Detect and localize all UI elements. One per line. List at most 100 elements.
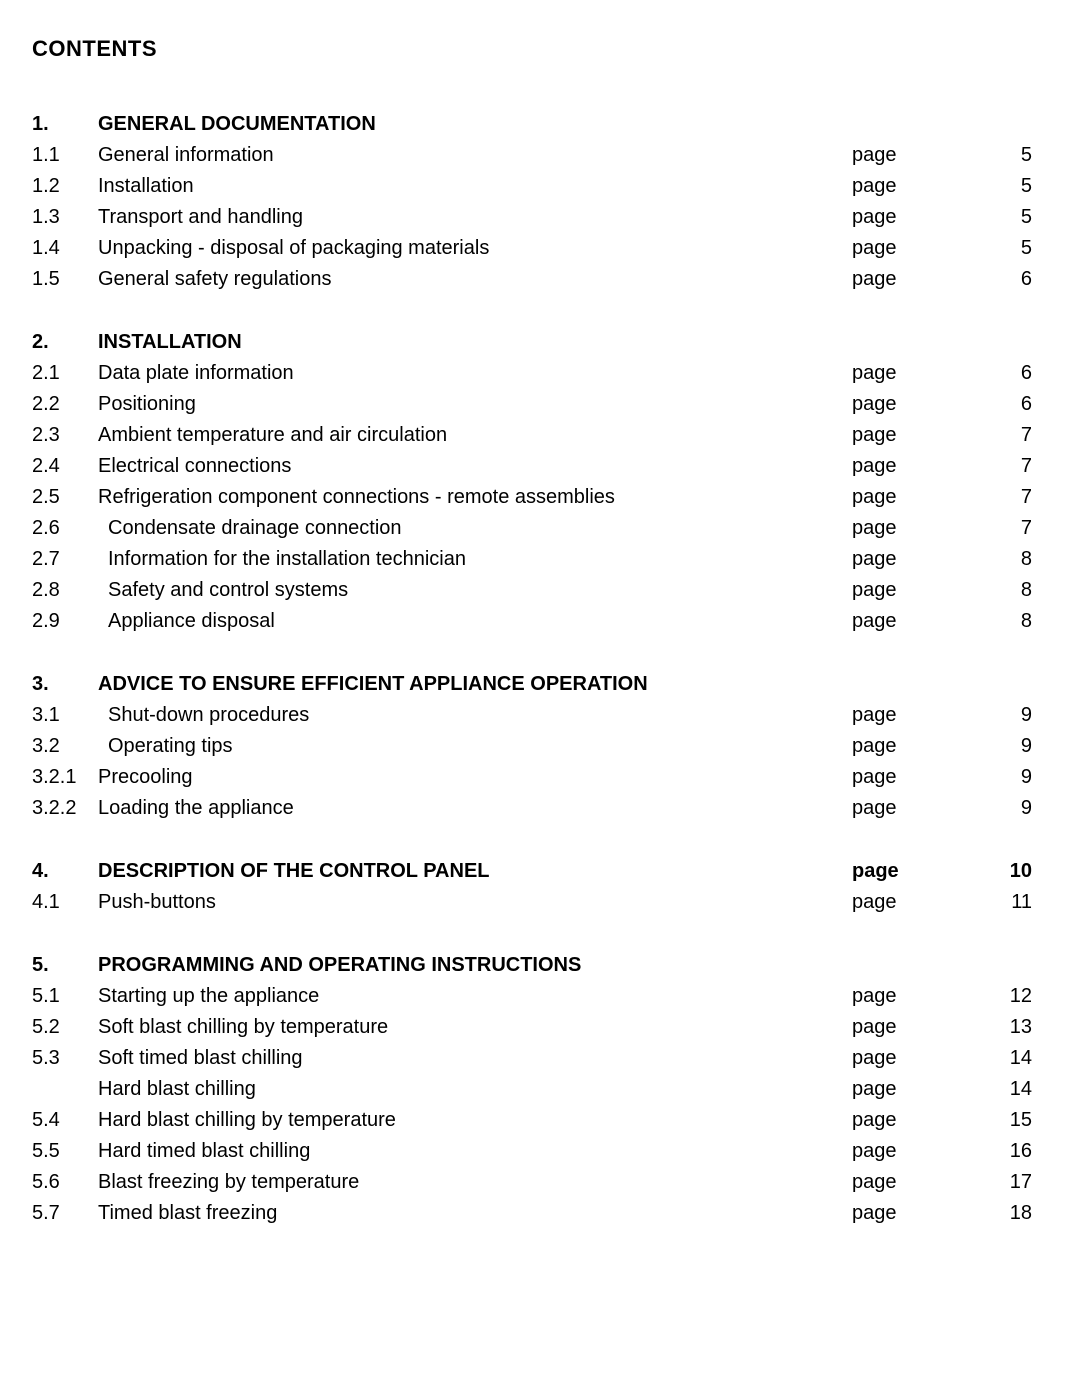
- toc-page-number: 13: [972, 1017, 1032, 1037]
- toc-page-label: page: [852, 145, 972, 165]
- toc-page-number: 8: [972, 611, 1032, 631]
- toc-entry: 1.5General safety regulationspage6: [32, 263, 1032, 294]
- toc-page-number: 9: [972, 767, 1032, 787]
- contents-heading: CONTENTS: [32, 36, 1032, 62]
- toc-section: 5.PROGRAMMING AND OPERATING INSTRUCTIONS…: [32, 949, 1032, 1228]
- toc-page-label: page: [852, 1017, 972, 1037]
- toc-page-number: 12: [972, 986, 1032, 1006]
- toc-entry-title: Timed blast freezing: [98, 1203, 852, 1223]
- toc-page-number: 7: [972, 518, 1032, 538]
- toc-entry: 3.2.2Loading the appliancepage9: [32, 792, 1032, 823]
- toc-entry-number: 1.: [32, 114, 98, 134]
- toc-entry: 4.1Push-buttonspage11: [32, 886, 1032, 917]
- toc-entry-number: 2.2: [32, 394, 98, 414]
- toc-page-label: page: [852, 1079, 972, 1099]
- toc-entry: 2.3Ambient temperature and air circulati…: [32, 419, 1032, 450]
- toc-page-number: 6: [972, 394, 1032, 414]
- toc-entry-number: 5.: [32, 955, 98, 975]
- toc-entry-title: Positioning: [98, 394, 852, 414]
- toc-entry: 2.8Safety and control systemspage8: [32, 574, 1032, 605]
- toc-page-number: 9: [972, 798, 1032, 818]
- toc-page: CONTENTS 1.GENERAL DOCUMENTATION1.1Gener…: [0, 0, 1080, 1397]
- toc-page-number: 7: [972, 425, 1032, 445]
- toc-page-label: page: [852, 1110, 972, 1130]
- toc-page-number: 7: [972, 487, 1032, 507]
- toc-page-label: page: [852, 986, 972, 1006]
- toc-page-label: page: [852, 363, 972, 383]
- toc-entry: Hard blast chillingpage14: [32, 1073, 1032, 1104]
- toc-entry: 2.7Information for the installation tech…: [32, 543, 1032, 574]
- toc-entry-title: General safety regulations: [98, 269, 852, 289]
- toc-page-number: 6: [972, 363, 1032, 383]
- toc-entry-title: ADVICE TO ENSURE EFFICIENT APPLIANCE OPE…: [98, 674, 852, 694]
- toc-page-label: page: [852, 611, 972, 631]
- toc-page-number: 8: [972, 580, 1032, 600]
- toc-entry-title: General information: [98, 145, 852, 165]
- toc-entry-title: Ambient temperature and air circulation: [98, 425, 852, 445]
- toc-entry-title: Push-buttons: [98, 892, 852, 912]
- toc-entry: 3.2Operating tipspage9: [32, 730, 1032, 761]
- toc-entry: 1.4Unpacking - disposal of packaging mat…: [32, 232, 1032, 263]
- toc-entry-number: 2.4: [32, 456, 98, 476]
- toc-page-number: 9: [972, 736, 1032, 756]
- toc-entry-number: 3.2.1: [32, 767, 98, 787]
- toc-entry-number: 1.1: [32, 145, 98, 165]
- toc-page-label: page: [852, 1048, 972, 1068]
- toc-page-label: page: [852, 549, 972, 569]
- toc-page-label: page: [852, 176, 972, 196]
- toc-entry-title: Precooling: [98, 767, 852, 787]
- toc-entry-number: 2.9: [32, 611, 98, 631]
- toc-entry-title: Hard timed blast chilling: [98, 1141, 852, 1161]
- toc-entry-number: 2.6: [32, 518, 98, 538]
- toc-entry-number: 4.1: [32, 892, 98, 912]
- toc-entry-number: 2.3: [32, 425, 98, 445]
- toc-entry-number: 3.: [32, 674, 98, 694]
- toc-section: 4.DESCRIPTION OF THE CONTROL PANELpage10…: [32, 855, 1032, 917]
- toc-page-label: page: [852, 456, 972, 476]
- toc-entry-number: 2.5: [32, 487, 98, 507]
- toc-entry: 5.7Timed blast freezingpage18: [32, 1197, 1032, 1228]
- toc-page-label: page: [852, 487, 972, 507]
- toc-entry-number: 3.1: [32, 705, 98, 725]
- toc-section: 1.GENERAL DOCUMENTATION1.1General inform…: [32, 108, 1032, 294]
- toc-entry: 1.2Installationpage5: [32, 170, 1032, 201]
- toc-entry-number: 5.3: [32, 1048, 98, 1068]
- toc-page-label: page: [852, 269, 972, 289]
- toc-entry: 3.1Shut-down procedurespage9: [32, 699, 1032, 730]
- toc-entry-title: Hard blast chilling by temperature: [98, 1110, 852, 1130]
- toc-page-label: page: [852, 394, 972, 414]
- toc-entry-number: 5.4: [32, 1110, 98, 1130]
- toc-entry: 5.2Soft blast chilling by temperaturepag…: [32, 1011, 1032, 1042]
- toc-entry-title: Transport and handling: [98, 207, 852, 227]
- toc-entry: 1.3Transport and handlingpage5: [32, 201, 1032, 232]
- toc-page-label: page: [852, 736, 972, 756]
- toc-entry-number: 1.3: [32, 207, 98, 227]
- toc-entry: 5.6Blast freezing by temperaturepage17: [32, 1166, 1032, 1197]
- toc-page-label: page: [852, 1203, 972, 1223]
- toc-section: 3.ADVICE TO ENSURE EFFICIENT APPLIANCE O…: [32, 668, 1032, 823]
- toc-page-number: 5: [972, 176, 1032, 196]
- toc-entry: 2.5Refrigeration component connections -…: [32, 481, 1032, 512]
- toc-entry-number: 5.5: [32, 1141, 98, 1161]
- toc-page-label: page: [852, 705, 972, 725]
- toc-section-header: 3.ADVICE TO ENSURE EFFICIENT APPLIANCE O…: [32, 668, 1032, 699]
- toc-entry-number: 5.1: [32, 986, 98, 1006]
- toc-entry-title: Blast freezing by temperature: [98, 1172, 852, 1192]
- toc-page-label: page: [852, 892, 972, 912]
- toc-page-number: 5: [972, 145, 1032, 165]
- toc-entry-number: 2.7: [32, 549, 98, 569]
- toc-entry-title: Electrical connections: [98, 456, 852, 476]
- toc-page-number: 14: [972, 1048, 1032, 1068]
- toc-page-number: 17: [972, 1172, 1032, 1192]
- toc-entry-number: 2.1: [32, 363, 98, 383]
- toc-entry-title: Operating tips: [98, 736, 852, 756]
- toc-entry: 1.1General informationpage5: [32, 139, 1032, 170]
- toc-page-number: 5: [972, 207, 1032, 227]
- toc-entry-title: Starting up the appliance: [98, 986, 852, 1006]
- toc-page-label: page: [852, 767, 972, 787]
- toc-entry: 2.1Data plate informationpage6: [32, 357, 1032, 388]
- toc-entry-title: Appliance disposal: [98, 611, 852, 631]
- toc-page-label: page: [852, 1141, 972, 1161]
- toc-entry-title: Installation: [98, 176, 852, 196]
- toc-entry: 5.4Hard blast chilling by temperaturepag…: [32, 1104, 1032, 1135]
